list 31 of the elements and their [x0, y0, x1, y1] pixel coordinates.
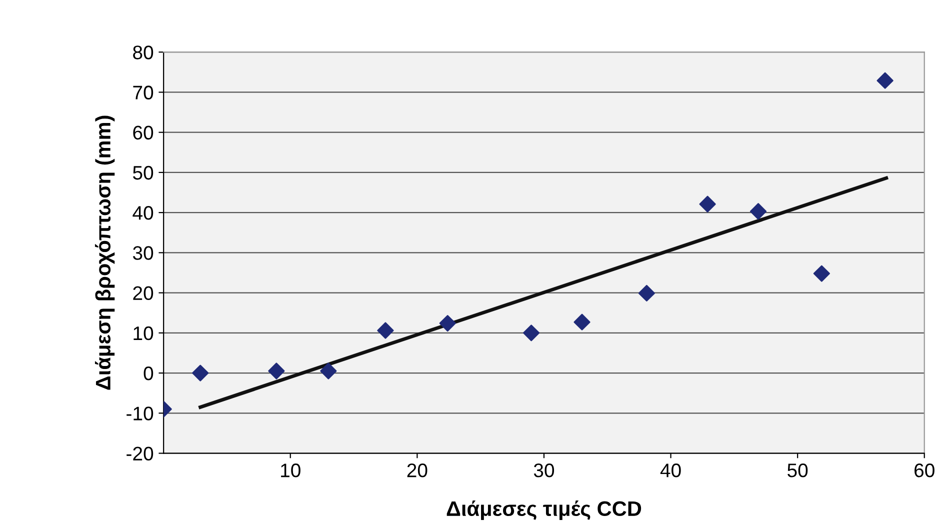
y-tick-label: 40 — [132, 206, 154, 220]
y-axis-title: Διάμεση βροχόπτωση (mm) — [94, 116, 115, 390]
point — [638, 284, 655, 302]
y-tick-label: 30 — [132, 246, 154, 260]
point — [268, 362, 285, 380]
x-tick-label: 10 — [281, 464, 300, 478]
y-tick-label: -10 — [126, 406, 154, 420]
x-tick-label: 50 — [788, 464, 808, 478]
x-axis-title: Διάμεσες τιμές CCD — [446, 500, 642, 520]
point — [699, 196, 716, 212]
y-tick-label: 0 — [144, 366, 154, 380]
y-tick-label: 70 — [133, 86, 154, 100]
point — [876, 72, 894, 89]
point — [574, 314, 590, 330]
y-tick-label: -20 — [126, 446, 154, 461]
x-tick-label: 40 — [660, 464, 681, 478]
point — [522, 324, 540, 342]
point — [377, 322, 394, 339]
y-tick-label: 50 — [133, 166, 154, 180]
y-tick-label: 60 — [133, 126, 154, 140]
y-tick-label: 20 — [133, 286, 154, 300]
y-tick-label: 10 — [134, 326, 154, 340]
x-tick-label: 30 — [534, 464, 554, 478]
point — [192, 364, 209, 382]
point — [439, 314, 456, 332]
y-tick-label: 80 — [133, 46, 154, 60]
point — [320, 362, 337, 380]
x-tick-label: 20 — [407, 464, 428, 478]
x-tick-label: 60 — [914, 464, 934, 478]
point — [813, 265, 830, 282]
point — [750, 203, 767, 220]
